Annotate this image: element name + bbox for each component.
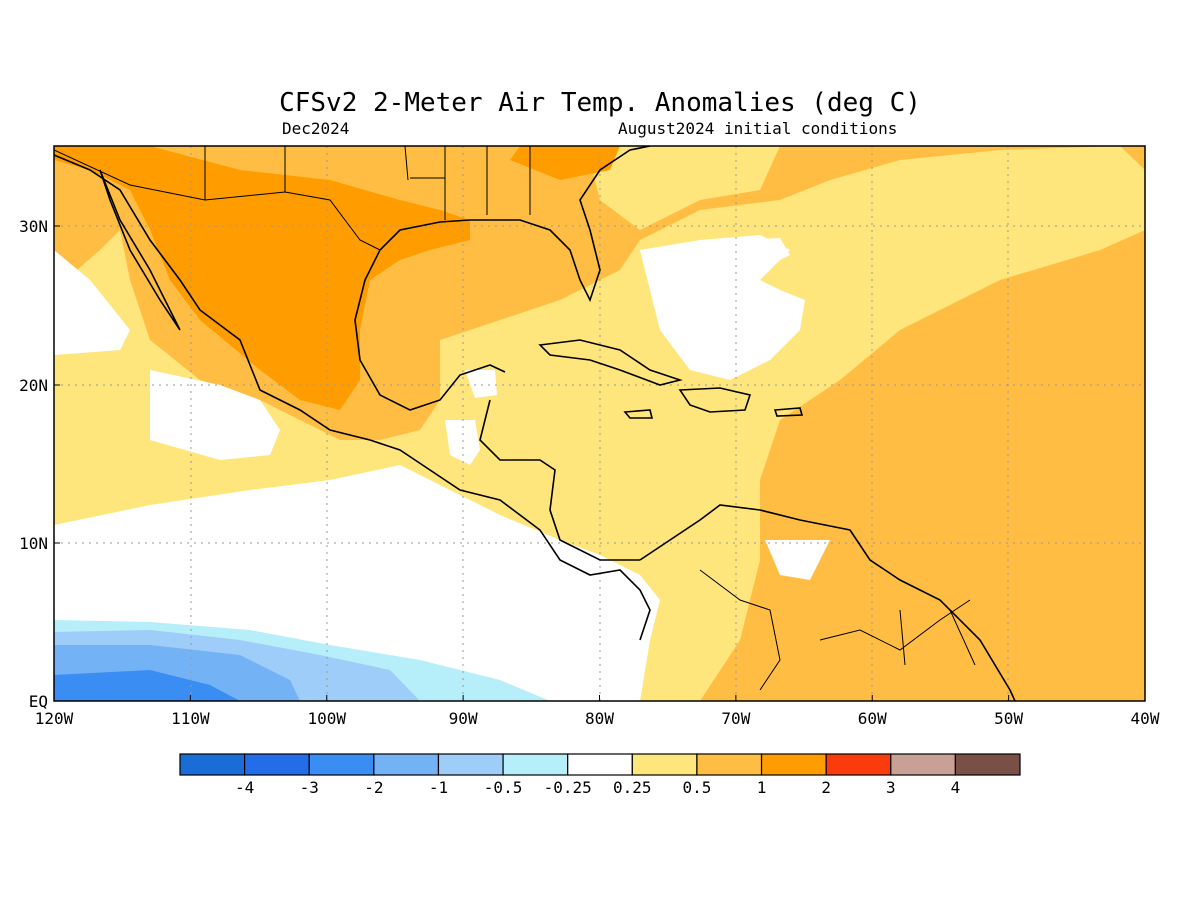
longitude-label: 90W — [449, 709, 478, 728]
coastline-us-gulf — [470, 146, 651, 303]
colorbar-label: -0.25 — [544, 778, 592, 797]
anomaly-region-orange-bay — [510, 146, 620, 180]
colorbar-label: 0.5 — [682, 778, 711, 797]
map-panel — [54, 146, 1145, 701]
colorbar-label: -0.5 — [484, 778, 523, 797]
initial-conditions-label: August2024 initial conditions — [618, 119, 897, 138]
latitude-label: 30N — [19, 217, 48, 236]
colorbar-label: 3 — [886, 778, 896, 797]
colorbar-label: -4 — [235, 778, 254, 797]
colorbar-swatch — [373, 753, 440, 776]
cool-region-deep-blue — [54, 670, 240, 701]
longitude-label: 80W — [585, 709, 614, 728]
colorbar-swatch — [567, 753, 633, 776]
forecast-month: Dec2024 — [282, 119, 349, 138]
border-us-states — [204, 146, 531, 220]
border-south-america — [699, 569, 976, 691]
coastline-hispaniola — [678, 387, 752, 413]
coastline-cuba — [538, 339, 683, 386]
longitude-label: 110W — [171, 709, 210, 728]
colorbar-swatch — [437, 753, 504, 776]
colorbar — [179, 753, 1021, 776]
longitude-label: 120W — [35, 709, 74, 728]
colorbar-swatch — [244, 753, 310, 776]
neutral-region-yucatan — [465, 370, 497, 398]
colorbar-swatch — [631, 753, 698, 776]
longitude-label: 70W — [721, 709, 750, 728]
longitude-label: 100W — [307, 709, 346, 728]
coastline-mexico-pacific — [54, 154, 651, 641]
longitude-label: 50W — [994, 709, 1023, 728]
longitude-label: 60W — [858, 709, 887, 728]
coastline-south-america — [639, 504, 1016, 701]
colorbar-label: 1 — [757, 778, 767, 797]
neutral-region-pacific-center — [150, 370, 280, 460]
coastline-baja — [99, 169, 181, 331]
colorbar-swatch — [825, 753, 892, 776]
colorbar-swatch — [308, 753, 375, 776]
colorbar-swatch — [954, 753, 1021, 776]
colorbar-swatch — [696, 753, 763, 776]
latitude-label: 20N — [19, 376, 48, 395]
graticule — [54, 146, 1145, 701]
colorbar-swatch — [890, 753, 956, 776]
neutral-region-pacific-west — [54, 250, 130, 355]
coastline-puerto-rico — [773, 407, 804, 417]
colorbar-label: -1 — [429, 778, 448, 797]
neutral-region-guatemala — [445, 420, 480, 465]
anomaly-region-orange-mexico — [54, 146, 470, 410]
coastline-mexico-gulf — [354, 219, 506, 411]
political-borders — [54, 146, 976, 691]
coastlines — [54, 146, 1016, 701]
anomaly-region-light-yellow-top — [590, 146, 780, 230]
neutral-region-atlantic-patch — [700, 238, 790, 275]
neutral-region-bahamas — [640, 235, 805, 380]
colorbar-swatch — [502, 753, 569, 776]
colorbar-labels: -4 -3 -2 -1 -0.5 -0.25 0.25 0.5 1 2 3 4 — [235, 778, 960, 797]
colorbar-swatch — [179, 753, 246, 776]
latitude-label: 10N — [19, 534, 48, 553]
longitude-labels: 120W 110W 100W 90W 80W 70W 60W 50W 40W — [35, 695, 1160, 728]
longitude-label: 40W — [1131, 709, 1160, 728]
map-title: CFSv2 2-Meter Air Temp. Anomalies (deg C… — [279, 88, 921, 118]
latitude-label: EQ — [29, 692, 48, 711]
coastline-central-america-caribbean — [479, 399, 640, 561]
latitude-labels: 30N 20N 10N EQ — [19, 217, 60, 711]
colorbar-label: 4 — [951, 778, 961, 797]
coastline-jamaica — [623, 409, 654, 419]
colorbar-label: 2 — [821, 778, 831, 797]
colorbar-label: 0.25 — [613, 778, 652, 797]
colorbar-label: -2 — [364, 778, 383, 797]
colorbar-swatch — [760, 753, 827, 776]
colorbar-label: -3 — [300, 778, 319, 797]
neutral-region-venezuela — [765, 540, 830, 580]
